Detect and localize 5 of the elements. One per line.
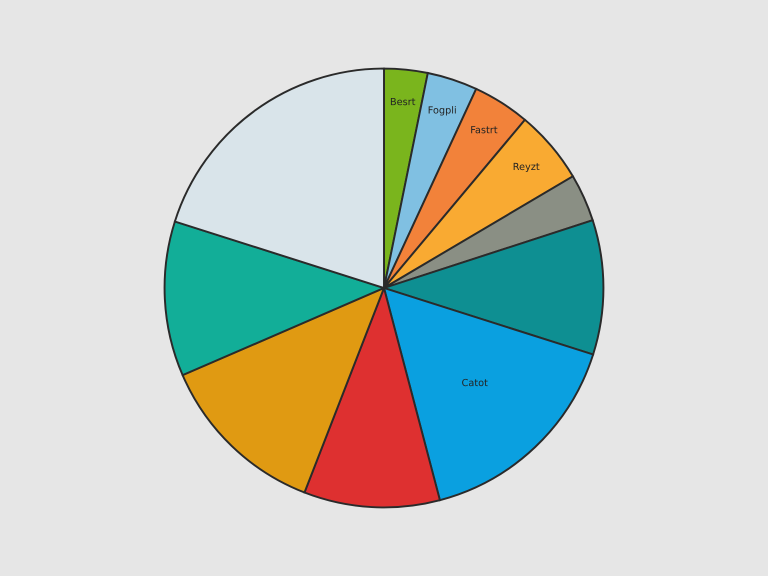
slice-label: Fogpli bbox=[428, 106, 456, 116]
slice-label: Reyzt bbox=[514, 162, 540, 172]
slice-label: Fastrt bbox=[471, 126, 498, 134]
slice-label: Catot bbox=[462, 378, 488, 386]
slice-label: Besrt bbox=[390, 98, 416, 106]
